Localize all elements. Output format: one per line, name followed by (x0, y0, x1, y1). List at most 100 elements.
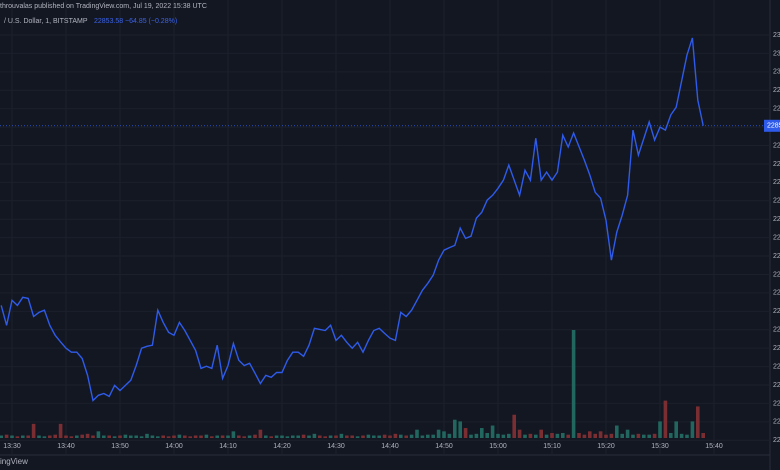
volume-bar (453, 419, 457, 438)
volume-bar (404, 435, 408, 438)
volume-bar (150, 435, 155, 438)
volume-bar (566, 434, 570, 438)
y-tick-label: 22950 (773, 87, 780, 94)
volume-bar (31, 423, 36, 438)
volume-bar (53, 434, 57, 438)
volume-bar (64, 435, 68, 438)
volume-bar (604, 434, 608, 438)
y-tick-label: 22350 (773, 308, 780, 315)
volume-bar (172, 435, 176, 438)
volume-bar (69, 436, 74, 438)
volume-bar (534, 434, 538, 438)
volume-bar (642, 434, 646, 438)
volume-bar (496, 433, 500, 438)
volume-bar (291, 435, 295, 438)
volume-bar (280, 435, 284, 438)
volume-bar (323, 436, 327, 438)
volume-bar (118, 435, 122, 438)
volume-bar (21, 435, 25, 438)
volume-bar (15, 436, 20, 438)
volume-bar (0, 435, 3, 438)
y-tick-label: 22600 (773, 216, 780, 223)
volume-bar (129, 435, 133, 438)
volume-bar (588, 431, 592, 438)
volume-bar (231, 431, 236, 438)
volume-bar (247, 435, 252, 438)
x-tick-label: 14:20 (273, 443, 291, 450)
volume-bar (312, 433, 317, 438)
volume-bar (685, 434, 689, 438)
last-price-tag (764, 119, 780, 132)
volume-bar (647, 434, 651, 438)
x-tick-label: 15:20 (597, 443, 615, 450)
volume-bar (296, 435, 300, 438)
volume-bar (663, 400, 668, 438)
volume-bar (577, 433, 581, 438)
volume-bar (318, 435, 322, 438)
volume-bar (512, 414, 516, 438)
volume-bar (625, 429, 630, 438)
volume-bar (366, 434, 371, 438)
volume-bar (166, 436, 171, 438)
price-line (0, 37, 704, 402)
volume-bar (447, 433, 452, 438)
volume-bar (156, 436, 160, 438)
y-tick-label: 22550 (773, 234, 780, 241)
volume-bar (285, 436, 290, 438)
volume-bar (80, 434, 84, 438)
x-tick-label: 15:10 (543, 443, 561, 450)
volume-bar (139, 436, 144, 438)
volume-bar (399, 434, 403, 438)
symbol-line: / U.S. Dollar, 1, BITSTAMP (4, 18, 88, 25)
volume-bar (426, 434, 430, 438)
volume-bar (220, 435, 225, 438)
volume-bar (593, 433, 597, 438)
volume-bar (301, 434, 306, 438)
volume-bar (85, 433, 90, 438)
volume-bar (134, 435, 138, 438)
volume-bar (388, 435, 392, 438)
y-tick-label: 23100 (773, 32, 780, 39)
x-tick-label: 14:00 (165, 443, 183, 450)
volume-bar (442, 431, 446, 438)
volume-bar (102, 435, 106, 438)
volume-bar (485, 433, 489, 438)
volume-bar (269, 436, 273, 438)
volume-bar (469, 434, 473, 438)
volume-bar (237, 435, 241, 438)
volume-bar (636, 433, 641, 438)
x-tick-label: 14:30 (327, 443, 345, 450)
publisher-line: throuvalas published on TradingView.com,… (0, 3, 207, 10)
x-tick-label: 13:50 (111, 443, 129, 450)
x-tick-label: 13:30 (3, 443, 21, 450)
volume-bar (26, 435, 30, 438)
last-price-tag-label: 22853.58 (767, 123, 780, 130)
volume-bar (528, 433, 533, 438)
volume-bar (107, 435, 111, 438)
plot (0, 37, 770, 438)
volume-bar (550, 433, 554, 438)
volume-bar (258, 429, 263, 438)
volume-bar (463, 428, 468, 438)
volume-bar (615, 425, 619, 438)
volume-bar (204, 434, 209, 438)
y-tick-label: 22150 (773, 382, 780, 389)
volume-bar (188, 436, 192, 438)
volume-bar (701, 433, 705, 438)
y-tick-label: 22400 (773, 290, 780, 297)
volume-bar (582, 434, 587, 438)
volume-bar (658, 421, 662, 438)
volume-bar (696, 406, 700, 438)
volume-bar (91, 435, 95, 438)
volume-bar (48, 435, 52, 438)
volume-bar (210, 436, 214, 438)
x-tick-label: 13:40 (57, 443, 75, 450)
volume-bar (431, 434, 435, 438)
volume-bar (620, 433, 624, 438)
y-tick-label: 22700 (773, 179, 780, 186)
volume-bar (193, 435, 198, 438)
volume-bar (555, 433, 560, 438)
x-tick-label: 15:30 (651, 443, 669, 450)
